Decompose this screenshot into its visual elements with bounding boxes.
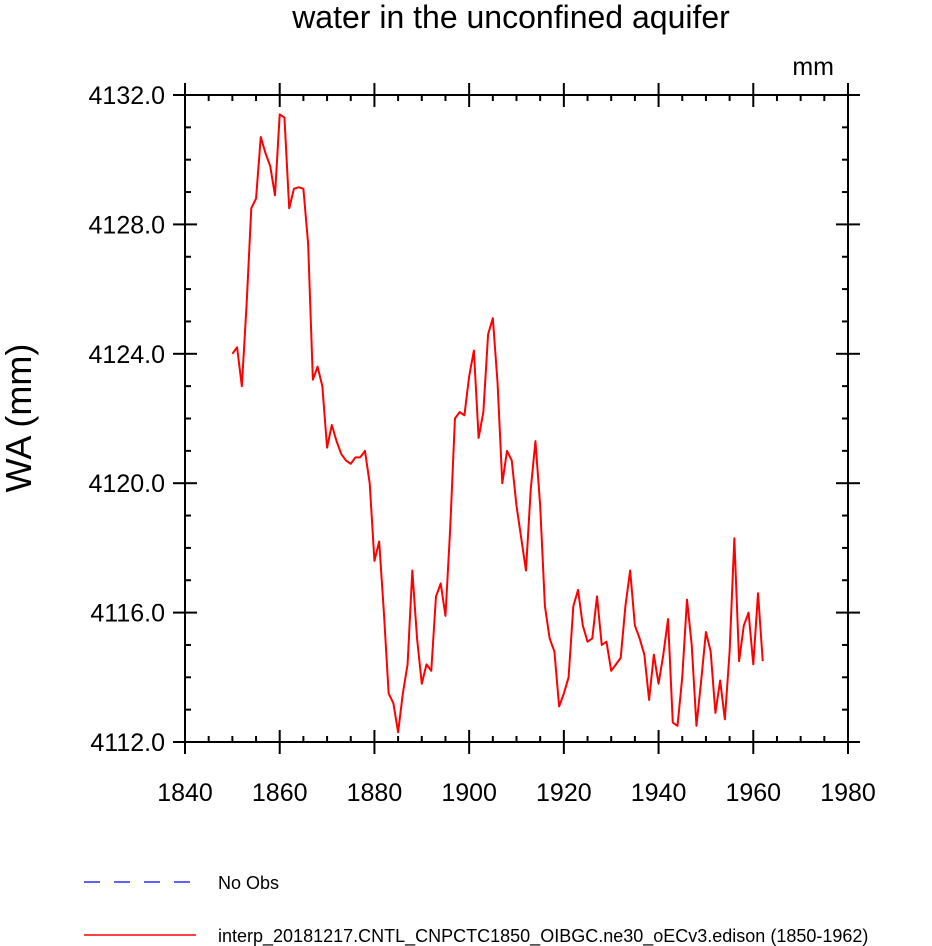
legend-label-model-run: interp_20181217.CNTL_CNPCTC1850_OIBGC.ne…	[218, 926, 868, 946]
y-axis-label: WA (mm)	[0, 344, 39, 493]
x-tick-label: 1960	[725, 779, 781, 807]
y-tick-label: 4128.0	[89, 211, 165, 239]
axis-tick-labels: 1840 1860 1880 1900 1920 1940 1960 1980 4112.0 41…	[89, 82, 876, 807]
series-layer	[231, 113, 764, 734]
series-line-0	[231, 113, 764, 734]
legend-label-no-obs: No Obs	[218, 873, 279, 893]
y-tick-label: 4112.0	[90, 729, 165, 757]
y-tick-label: 4124.0	[89, 341, 165, 369]
x-tick-label: 1860	[252, 779, 308, 807]
x-tick-label: 1840	[157, 779, 213, 807]
x-tick-label: 1880	[347, 779, 403, 807]
x-tick-label: 1920	[536, 779, 592, 807]
x-tick-label: 1980	[820, 779, 876, 807]
x-tick-label: 1900	[441, 779, 497, 807]
y-tick-label: 4120.0	[89, 470, 165, 498]
chart-title: water in the unconfined aquifer	[291, 0, 730, 35]
legend: No Obs interp_20181217.CNTL_CNPCTC1850_O…	[84, 873, 868, 946]
y-tick-label: 4116.0	[90, 600, 165, 628]
plot-frame	[184, 94, 849, 743]
x-tick-label: 1940	[631, 779, 687, 807]
y-tick-label: 4132.0	[89, 82, 165, 110]
units-label: mm	[792, 53, 834, 81]
